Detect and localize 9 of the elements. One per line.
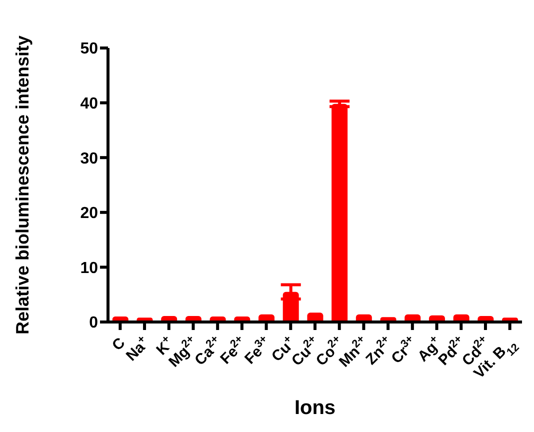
y-tick-label: 40 bbox=[80, 95, 98, 112]
y-tick-label: 30 bbox=[80, 150, 98, 168]
x-axis-title: Ions bbox=[294, 397, 336, 419]
y-tick-label: 20 bbox=[80, 205, 98, 222]
y-tick-label: 10 bbox=[80, 260, 98, 277]
bar bbox=[332, 104, 348, 322]
y-axis-title: Relative bioluminescence intensity bbox=[12, 35, 32, 335]
y-tick-label: 50 bbox=[80, 40, 98, 58]
y-tick-label: 0 bbox=[89, 314, 98, 332]
